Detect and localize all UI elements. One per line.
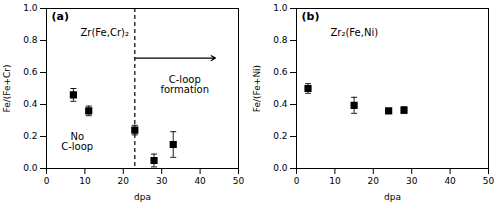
svg-text:0.4: 0.4: [23, 99, 38, 109]
svg-text:0: 0: [294, 176, 300, 186]
svg-text:50: 50: [233, 176, 245, 186]
svg-text:dpa: dpa: [134, 192, 151, 202]
svg-text:(b): (b): [302, 10, 320, 23]
svg-text:20: 20: [368, 176, 380, 186]
svg-text:0.2: 0.2: [273, 131, 287, 141]
svg-text:40: 40: [444, 176, 456, 186]
svg-text:0: 0: [44, 176, 50, 186]
svg-text:0.0: 0.0: [23, 163, 38, 173]
svg-text:Fe/(Fe+Cr): Fe/(Fe+Cr): [2, 64, 12, 112]
svg-text:0.8: 0.8: [23, 35, 38, 45]
svg-text:0.8: 0.8: [273, 35, 288, 45]
svg-text:0.2: 0.2: [23, 131, 37, 141]
svg-text:0.4: 0.4: [273, 99, 288, 109]
svg-text:C-loopformation: C-loopformation: [160, 74, 209, 95]
svg-text:0.0: 0.0: [273, 163, 288, 173]
svg-text:30: 30: [406, 176, 418, 186]
svg-text:dpa: dpa: [384, 192, 401, 202]
svg-text:NoC-loop: NoC-loop: [61, 131, 93, 152]
svg-text:40: 40: [194, 176, 206, 186]
svg-text:10: 10: [329, 176, 341, 186]
svg-text:1.0: 1.0: [23, 3, 38, 13]
svg-text:0.6: 0.6: [273, 67, 288, 77]
svg-text:Fe/(Fe+Ni): Fe/(Fe+Ni): [252, 65, 262, 112]
svg-text:(a): (a): [52, 10, 69, 23]
svg-text:0.6: 0.6: [23, 67, 38, 77]
svg-text:1.0: 1.0: [273, 3, 288, 13]
svg-text:50: 50: [483, 176, 495, 186]
svg-text:Zr₂(Fe,Ni): Zr₂(Fe,Ni): [331, 27, 379, 38]
svg-text:30: 30: [156, 176, 168, 186]
svg-text:20: 20: [118, 176, 130, 186]
svg-text:Zr(Fe,Cr)₂: Zr(Fe,Cr)₂: [81, 27, 129, 38]
svg-text:10: 10: [79, 176, 91, 186]
